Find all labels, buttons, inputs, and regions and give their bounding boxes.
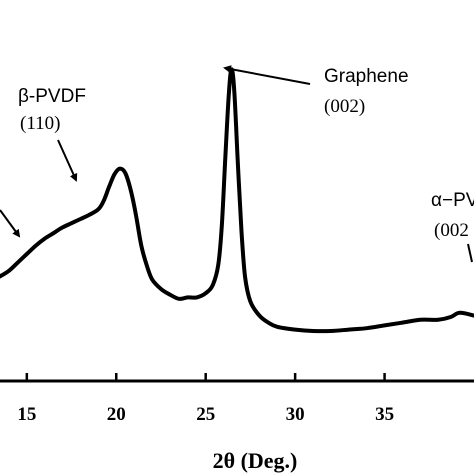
annotation-alpha-line1: α−PV: [431, 190, 474, 211]
annotation-beta-line2: (110): [20, 113, 60, 134]
x-tick-label: 30: [286, 404, 305, 425]
annotation-left-arrow: [0, 209, 21, 238]
annotation-graphene-line2: (002): [324, 96, 365, 117]
annotation-graphene-arrow: [223, 65, 311, 85]
annotation-alpha-line2: (002: [434, 220, 469, 241]
annotation-alpha-arrow: [467, 243, 473, 263]
x-axis-label: 2θ (Deg.): [213, 448, 298, 473]
annotation-beta-arrow: [57, 139, 78, 182]
x-tick-label: 25: [196, 404, 215, 425]
annotation-beta-line1: β-PVDF: [18, 86, 86, 107]
x-ticks: 15 20 25 30 35: [17, 373, 394, 425]
series-line: [0, 67, 474, 334]
x-tick-label: 20: [107, 404, 126, 425]
x-tick-label: 15: [17, 404, 36, 425]
annotation-graphene-line1: Graphene: [324, 66, 409, 87]
x-tick-label: 35: [375, 404, 394, 425]
